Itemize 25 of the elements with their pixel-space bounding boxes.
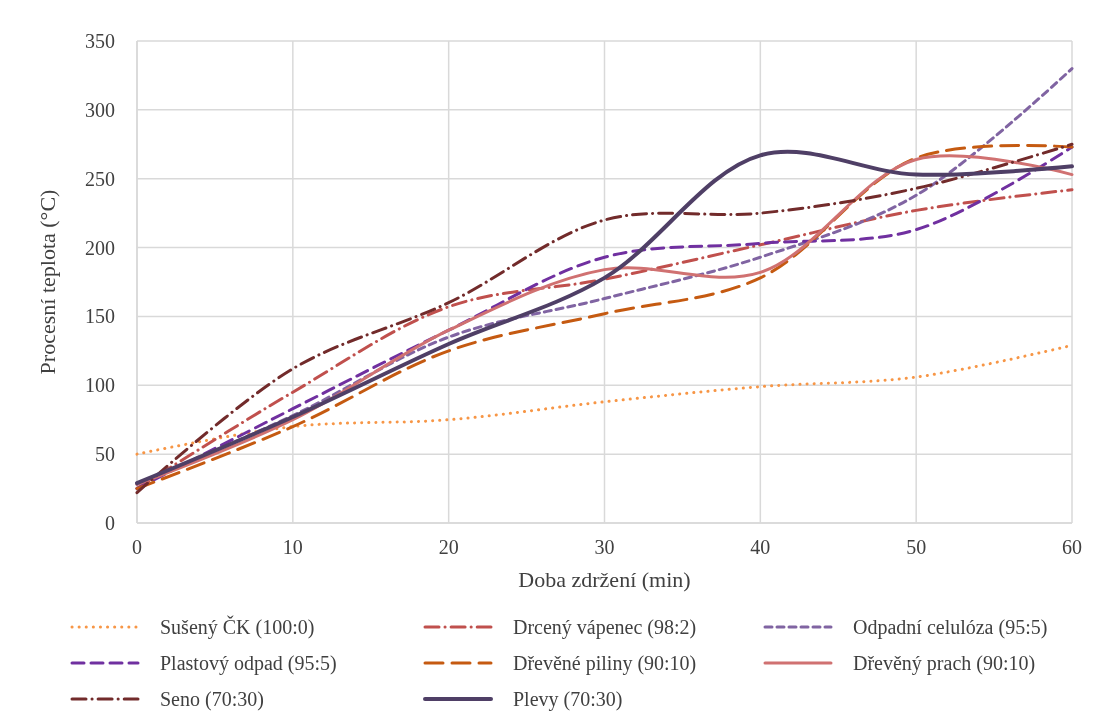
y-tick-label: 200 [85,236,115,259]
y-tick-label: 300 [85,98,115,121]
legend-label: Sušený ČK (100:0) [160,615,315,639]
y-tick-label: 50 [95,443,115,466]
legend-label: Dřevěné piliny (90:10) [513,652,697,675]
x-tick-label: 60 [1062,536,1082,558]
x-axis-title: Doba zdržení (min) [518,566,691,592]
legend-label: Plastový odpad (95:5) [160,652,337,675]
y-axis-title: Procesní teplota (°C) [34,189,60,375]
legend-label: Drcený vápenec (98:2) [513,616,697,639]
y-tick-label: 0 [105,512,115,534]
x-tick-label: 40 [750,536,771,558]
y-tick-label: 100 [85,374,115,397]
x-tick-label: 50 [906,536,927,558]
legend-label: Dřevěný prach (90:10) [853,652,1036,675]
legend-label: Odpadní celulóza (95:5) [853,616,1048,639]
x-tick-label: 0 [132,536,142,558]
x-tick-label: 30 [594,536,615,558]
x-tick-label: 20 [438,536,459,558]
y-tick-label: 350 [85,30,115,52]
legend-label: Seno (70:30) [160,688,264,711]
x-tick-label: 10 [282,536,303,558]
legend-label: Plevy (70:30) [513,688,623,711]
y-tick-label: 250 [85,167,115,190]
y-tick-label: 150 [85,305,115,328]
